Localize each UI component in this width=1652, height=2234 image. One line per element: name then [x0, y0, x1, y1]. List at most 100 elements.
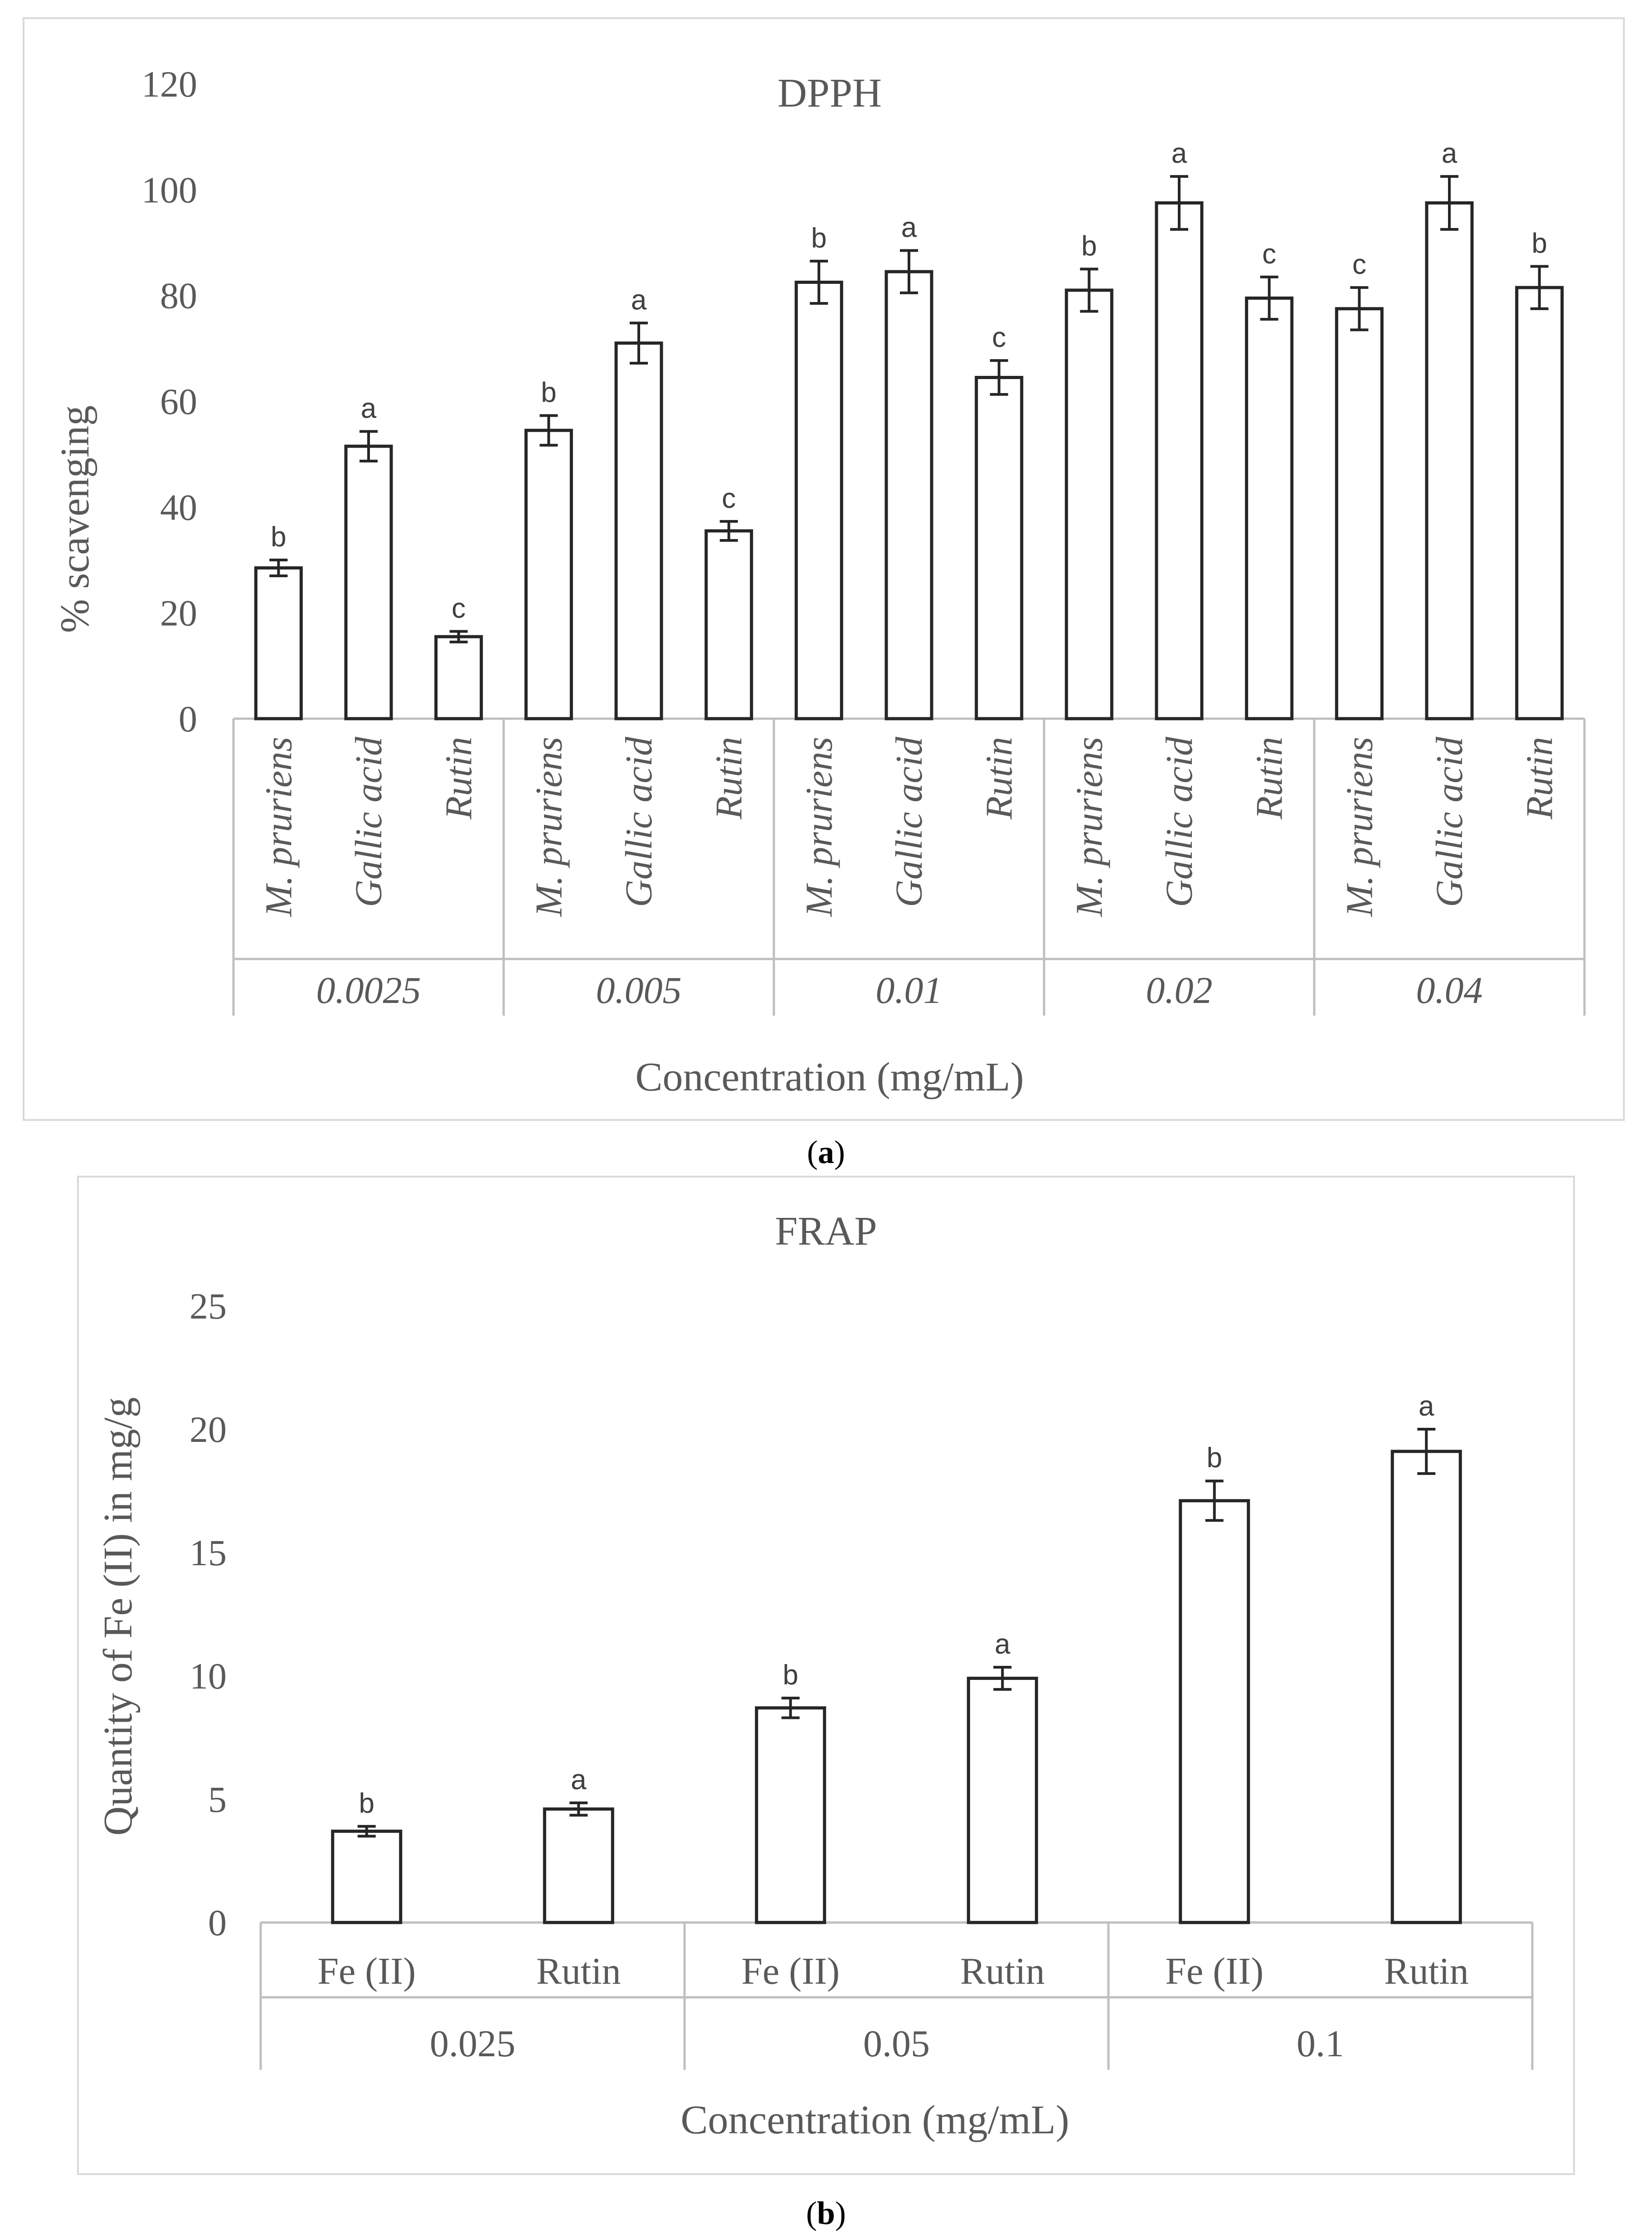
- significance-label: b: [783, 1660, 798, 1691]
- figure-caption-b: (b): [806, 2195, 846, 2231]
- bar: [543, 1807, 614, 1924]
- category-label: M. pruriens: [528, 737, 570, 917]
- significance-label: b: [271, 521, 286, 553]
- bar: [967, 1676, 1038, 1924]
- dpph-category-labels: M. pruriens Gallic acid Rutin M. pruriens Ga…: [258, 736, 1560, 917]
- category-label: Rutin: [536, 1950, 621, 1992]
- y-tick-label: 5: [208, 1779, 227, 1820]
- frap-x-axis-title: Concentration (mg/mL): [680, 2098, 1069, 2142]
- significance-label: a: [901, 212, 917, 243]
- y-tick-label: 40: [160, 487, 197, 528]
- group-label: 0.02: [1146, 969, 1213, 1012]
- category-label: Rutin: [1384, 1950, 1469, 1992]
- bar: [884, 270, 933, 720]
- frap-chart-title: FRAP: [775, 1209, 877, 1254]
- frap-y-axis-title: Quantity of Fe (II) in mg/g: [96, 1397, 141, 1835]
- bar: [1390, 1450, 1462, 1924]
- category-label: Rutin: [978, 737, 1020, 820]
- group-label: 0.04: [1416, 969, 1483, 1012]
- bar: [1515, 286, 1564, 720]
- y-tick-label: 60: [160, 381, 197, 422]
- group-label: 0.1: [1297, 2023, 1344, 2065]
- frap-chart-frame: [77, 1176, 1575, 2175]
- category-label: Rutin: [1519, 737, 1561, 820]
- bar: [794, 281, 843, 720]
- category-label: M. pruriens: [258, 737, 300, 917]
- group-label: 0.025: [430, 2023, 515, 2065]
- category-label: Rutin: [960, 1950, 1045, 1992]
- group-label: 0.01: [876, 969, 943, 1012]
- category-label: Gallic acid: [888, 736, 930, 907]
- significance-label: b: [1531, 228, 1547, 259]
- y-tick-label: 10: [189, 1655, 227, 1697]
- group-label: 0.005: [596, 969, 682, 1012]
- y-tick-label: 120: [141, 63, 197, 105]
- bar: [705, 529, 753, 720]
- category-label: Fe (II): [741, 1950, 840, 1992]
- significance-label: a: [631, 284, 647, 316]
- dpph-chart-panel: DPPH % scavenging Concentration (mg/mL) …: [23, 17, 1625, 1121]
- significance-label: c: [1352, 249, 1366, 280]
- category-label: Gallic acid: [348, 736, 390, 907]
- caption-letter-a: a: [818, 1134, 834, 1170]
- significance-label: c: [1262, 238, 1276, 270]
- bar: [254, 566, 303, 720]
- dpph-bars: b a c b a c b a c b a c c a b: [254, 138, 1564, 720]
- significance-label: c: [992, 322, 1006, 353]
- category-label: M. pruriens: [798, 737, 840, 917]
- category-label: M. pruriens: [1338, 737, 1380, 917]
- category-label: Rutin: [1249, 737, 1291, 820]
- frap-axes: [259, 1921, 1534, 2070]
- frap-category-labels: Fe (II) Rutin Fe (II) Rutin Fe (II) Rutin: [317, 1950, 1468, 1992]
- bar: [434, 635, 483, 720]
- dpph-y-tick-labels: 0 20 40 60 80 100 120: [141, 63, 197, 740]
- category-label: M. pruriens: [1068, 737, 1110, 917]
- bar: [1425, 201, 1474, 720]
- dpph-chart-title: DPPH: [777, 71, 882, 116]
- significance-label: b: [1207, 1442, 1222, 1474]
- frap-bars: b a b a b a: [331, 1391, 1462, 1924]
- frap-y-tick-labels: 0 5 10 15 20 25: [189, 1285, 227, 1943]
- category-label: Fe (II): [317, 1950, 416, 1992]
- bar: [331, 1830, 403, 1924]
- significance-label: a: [1171, 138, 1187, 169]
- significance-label: c: [722, 483, 736, 514]
- significance-label: b: [541, 377, 556, 409]
- group-label: 0.05: [863, 2023, 930, 2065]
- significance-label: a: [995, 1629, 1011, 1660]
- bar: [614, 341, 663, 720]
- significance-label: a: [1419, 1391, 1434, 1422]
- significance-label: c: [452, 593, 466, 624]
- y-tick-label: 80: [160, 275, 197, 316]
- bar: [1245, 297, 1294, 720]
- y-tick-label: 100: [141, 169, 197, 210]
- significance-label: a: [571, 1764, 587, 1796]
- y-tick-label: 25: [189, 1285, 227, 1327]
- y-tick-label: 20: [189, 1409, 227, 1450]
- bar: [975, 376, 1024, 720]
- dpph-y-axis-title: % scavenging: [53, 405, 97, 633]
- y-tick-label: 0: [179, 698, 197, 740]
- bar: [344, 444, 393, 720]
- group-label: 0.0025: [316, 969, 421, 1012]
- significance-label: b: [1081, 230, 1097, 262]
- category-label: Rutin: [708, 737, 750, 820]
- significance-label: b: [359, 1788, 374, 1819]
- y-tick-label: 20: [160, 593, 197, 634]
- frap-chart-panel: FRAP Quantity of Fe (II) in mg/g Concent…: [77, 1176, 1575, 2175]
- dpph-group-labels: 0.0025 0.005 0.01 0.02 0.04: [316, 969, 1483, 1012]
- caption-letter-b: b: [817, 2195, 835, 2231]
- category-label: Fe (II): [1165, 1950, 1263, 1992]
- bar: [1155, 201, 1204, 720]
- bar: [1064, 288, 1113, 720]
- bar: [755, 1706, 826, 1924]
- significance-label: a: [361, 393, 377, 424]
- significance-label: a: [1442, 138, 1458, 169]
- y-tick-label: 15: [189, 1532, 227, 1573]
- bar: [1335, 307, 1384, 720]
- bar: [1179, 1499, 1250, 1924]
- y-tick-label: 0: [208, 1902, 227, 1943]
- dpph-x-axis-title: Concentration (mg/mL): [635, 1055, 1024, 1100]
- category-label: Gallic acid: [1428, 736, 1471, 907]
